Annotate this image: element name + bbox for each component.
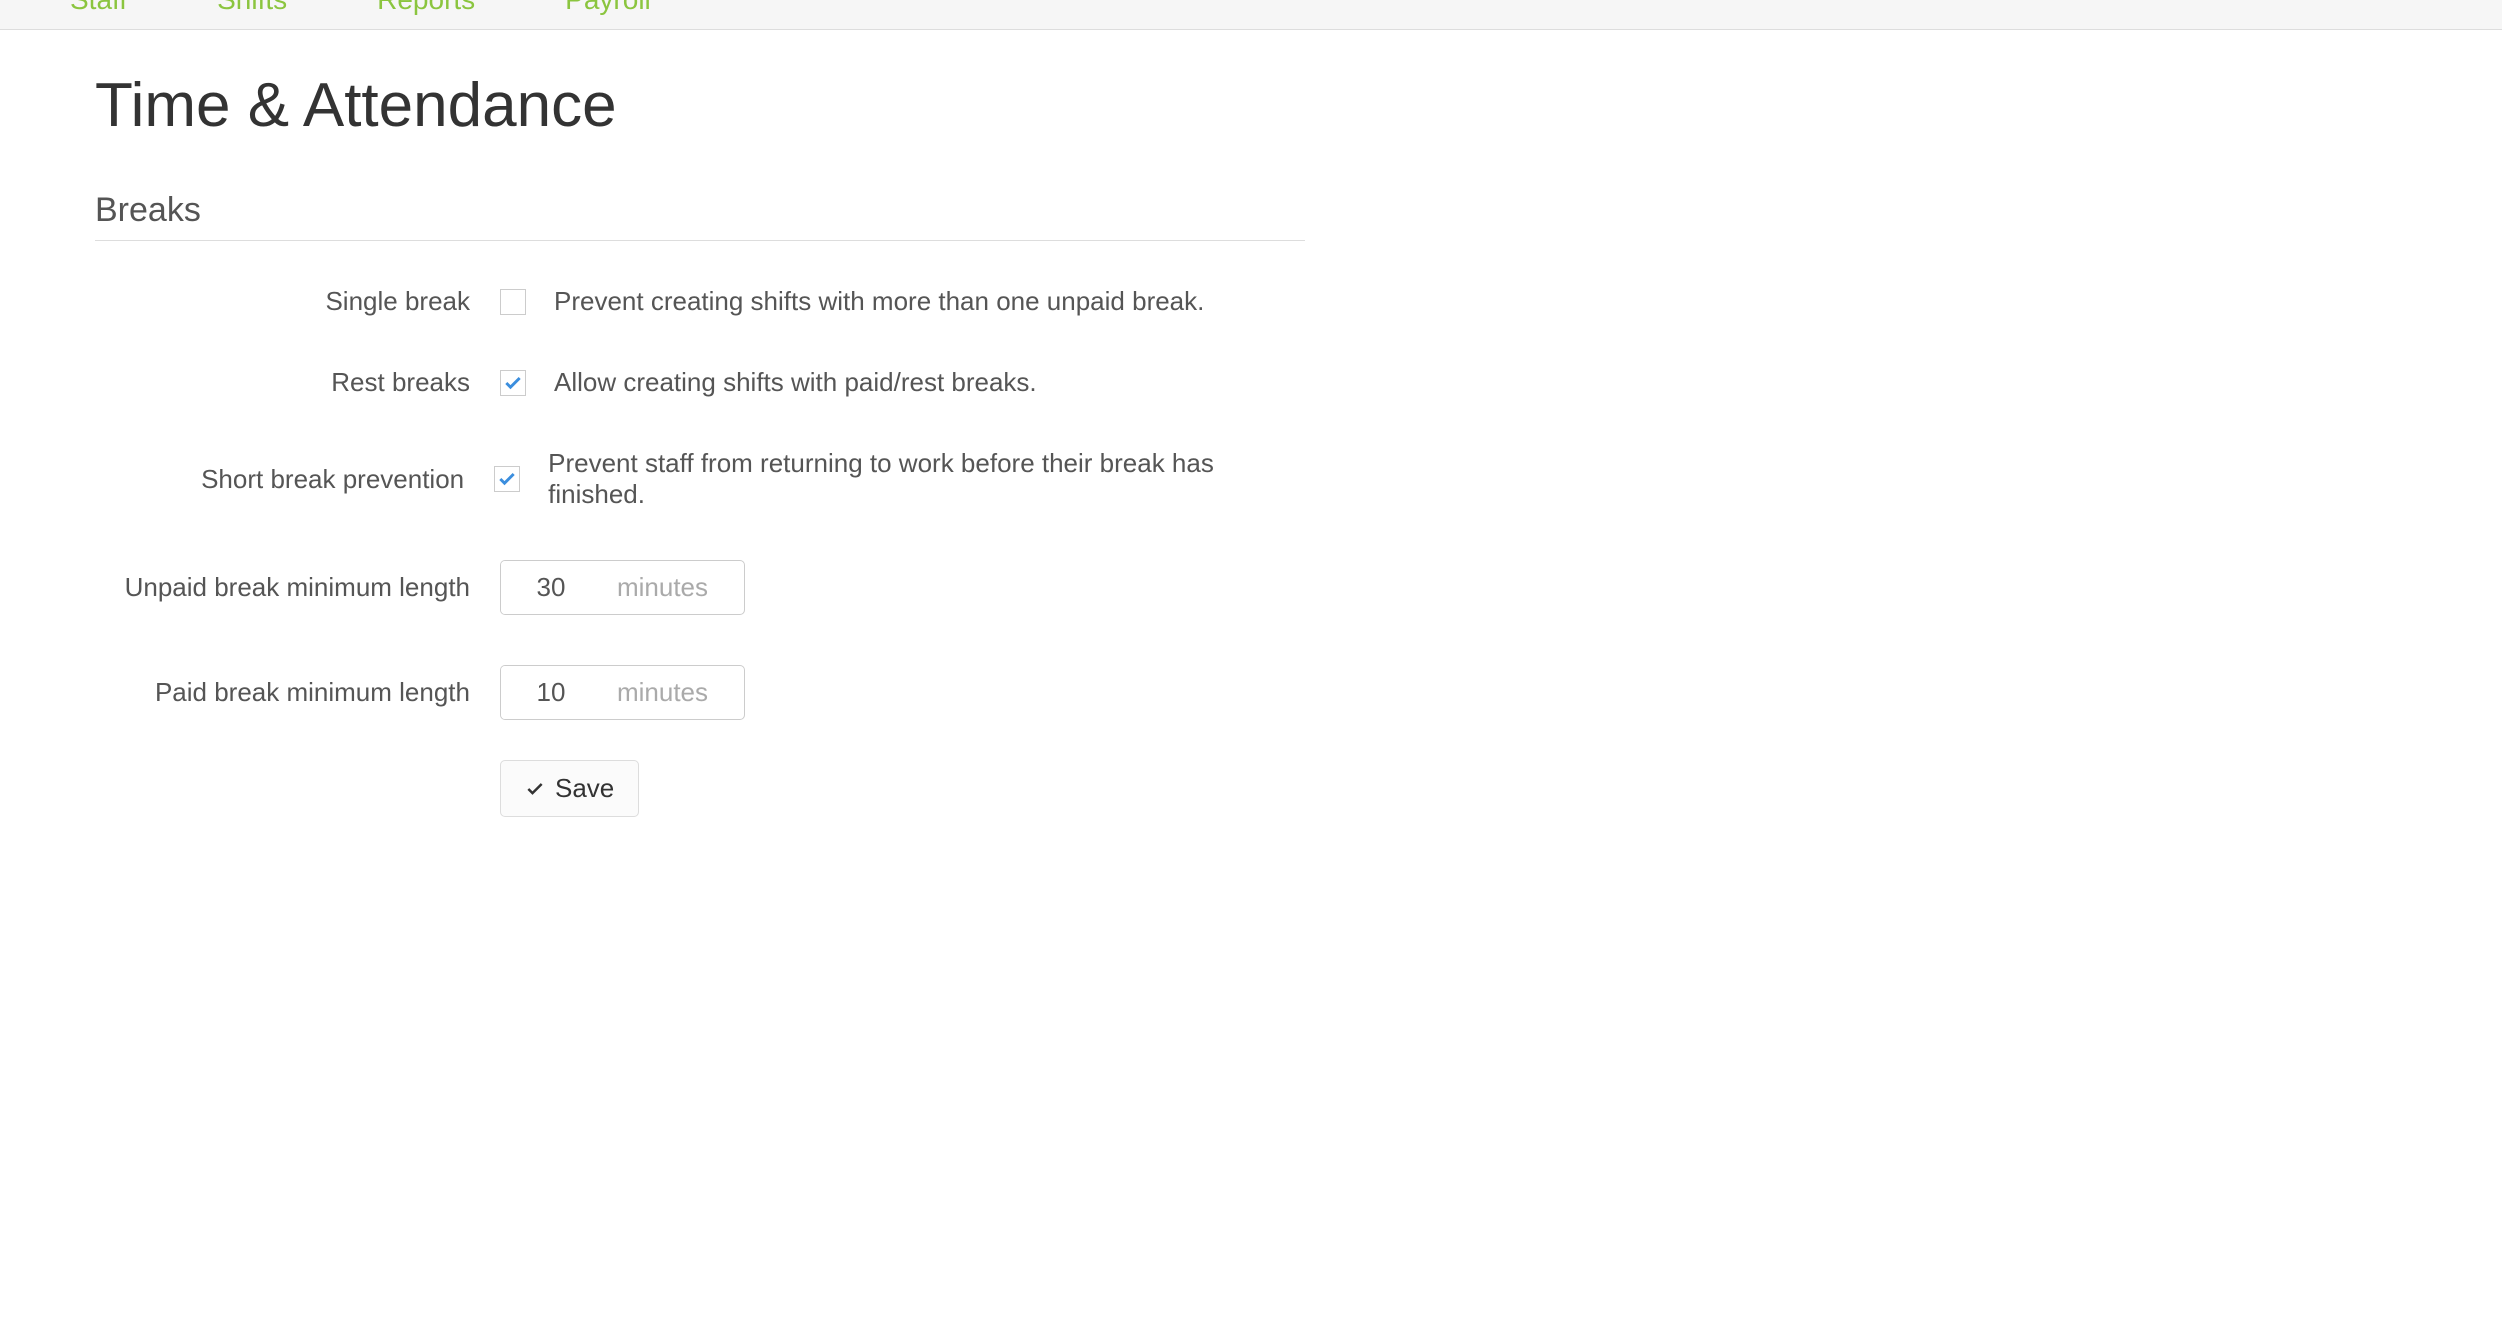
suffix-paid-min: minutes (601, 666, 744, 719)
row-unpaid-min: Unpaid break minimum length minutes (95, 560, 1305, 615)
input-unpaid-min[interactable] (501, 561, 601, 614)
nav-staff[interactable]: Staff (70, 0, 127, 14)
label-unpaid-min: Unpaid break minimum length (95, 572, 500, 603)
content: Time & Attendance Breaks Single break Pr… (0, 30, 1400, 857)
desc-rest-breaks: Allow creating shifts with paid/rest bre… (554, 367, 1037, 398)
row-rest-breaks: Rest breaks Allow creating shifts with p… (95, 367, 1305, 398)
page-title: Time & Attendance (95, 70, 1305, 141)
desc-short-break-prevention: Prevent staff from returning to work bef… (548, 448, 1305, 510)
save-button-label: Save (555, 773, 614, 804)
check-icon (503, 373, 523, 393)
label-single-break: Single break (95, 286, 500, 317)
check-icon (497, 469, 517, 489)
checkbox-short-break-prevention[interactable] (494, 466, 520, 492)
top-nav: Staff Shifts Reports Payroll (0, 0, 2502, 30)
checkbox-single-break[interactable] (500, 289, 526, 315)
input-paid-min[interactable] (501, 666, 601, 719)
nav-reports[interactable]: Reports (377, 0, 475, 14)
check-icon (525, 779, 545, 799)
checkbox-rest-breaks[interactable] (500, 370, 526, 396)
input-group-paid-min: minutes (500, 665, 745, 720)
save-button[interactable]: Save (500, 760, 639, 817)
desc-single-break: Prevent creating shifts with more than o… (554, 286, 1204, 317)
label-short-break-prevention: Short break prevention (95, 464, 494, 495)
nav-payroll[interactable]: Payroll (565, 0, 651, 14)
input-group-unpaid-min: minutes (500, 560, 745, 615)
suffix-unpaid-min: minutes (601, 561, 744, 614)
row-short-break-prevention: Short break prevention Prevent staff fro… (95, 448, 1305, 510)
section-title: Breaks (95, 191, 1305, 241)
button-row: Save (500, 760, 1305, 817)
row-paid-min: Paid break minimum length minutes (95, 665, 1305, 720)
nav-shifts[interactable]: Shifts (217, 0, 287, 14)
label-rest-breaks: Rest breaks (95, 367, 500, 398)
label-paid-min: Paid break minimum length (95, 677, 500, 708)
row-single-break: Single break Prevent creating shifts wit… (95, 286, 1305, 317)
